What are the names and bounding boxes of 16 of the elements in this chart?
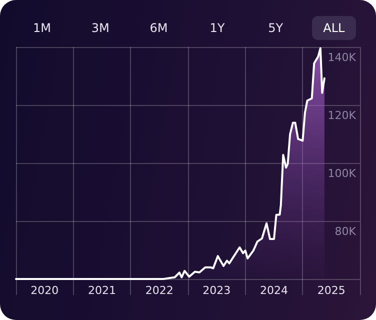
text: ALL xyxy=(312,16,356,40)
x-tick-label: 2020 xyxy=(30,284,59,297)
x-tick-label: 2021 xyxy=(88,284,116,297)
text: 3M xyxy=(90,20,110,37)
x-tick-label: 2023 xyxy=(202,284,231,297)
text: 1Y xyxy=(208,20,226,37)
text: 1M xyxy=(32,20,52,37)
text: 5Y xyxy=(267,20,284,37)
x-tick-label: 2022 xyxy=(145,284,174,297)
y-tick-label: 100K xyxy=(328,167,357,180)
y-tick-label: 140K xyxy=(328,51,357,64)
y-tick-label: 80K xyxy=(334,225,357,238)
x-tick-label: 2024 xyxy=(260,284,288,297)
y-tick-label: 120K xyxy=(328,109,357,122)
text: 6M xyxy=(148,20,169,37)
x-tick-label: 2025 xyxy=(317,284,346,297)
